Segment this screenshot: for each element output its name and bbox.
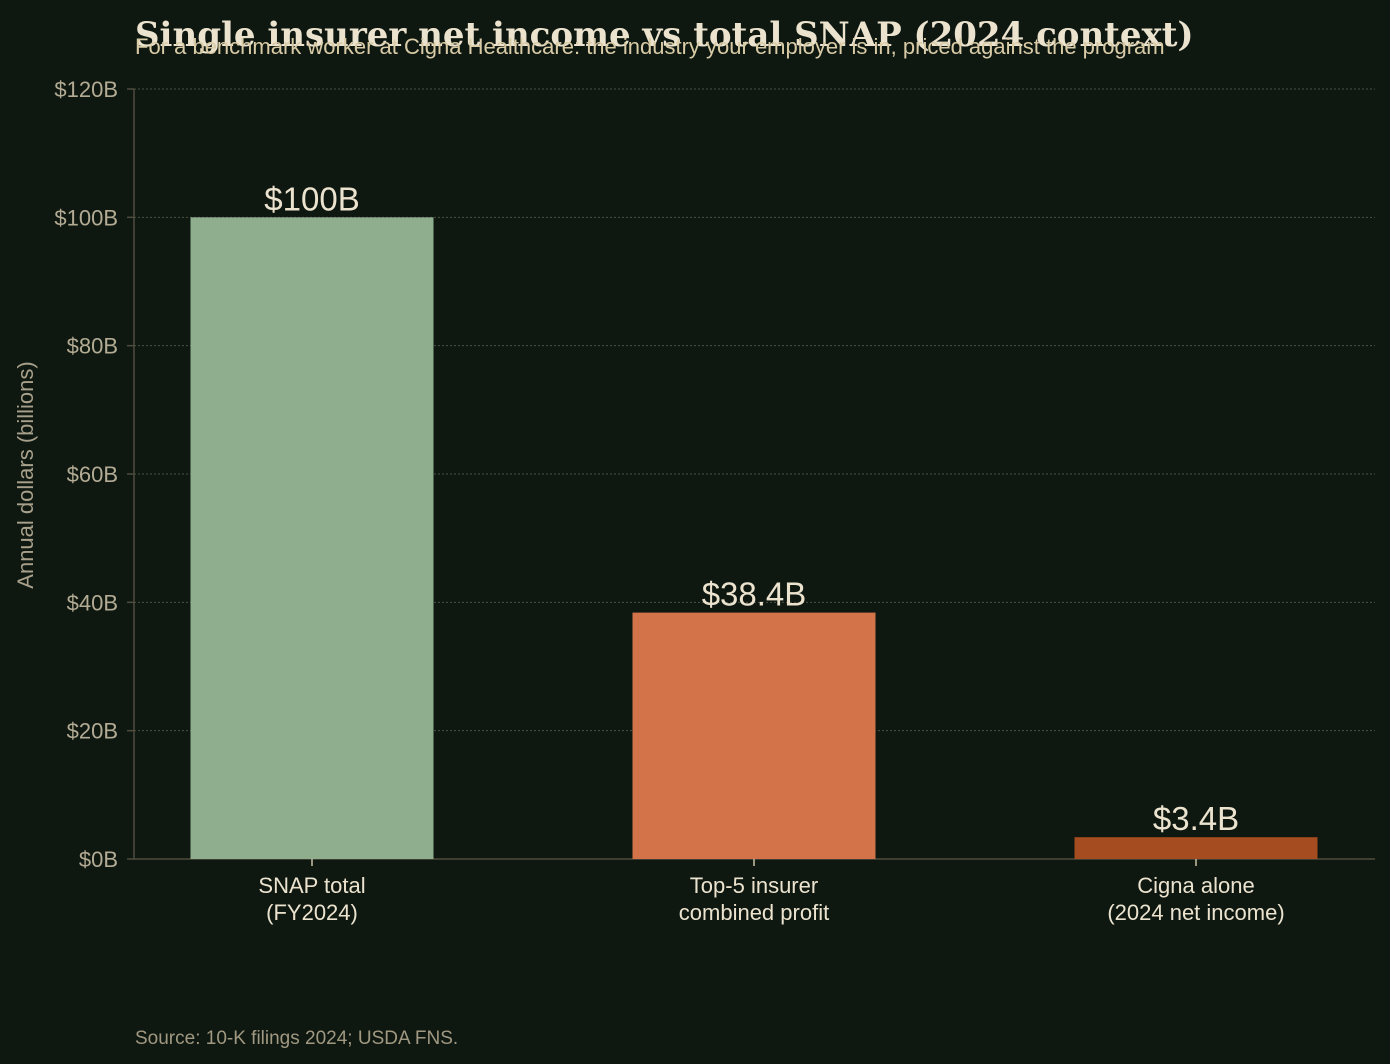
x-category-label-line: (FY2024) bbox=[266, 900, 358, 925]
x-category-label-line: (2024 net income) bbox=[1107, 900, 1284, 925]
bar-value-label: $100B bbox=[264, 180, 359, 217]
x-category-label: SNAP total (FY2024) bbox=[258, 873, 365, 925]
y-tick-label: $40B bbox=[67, 590, 118, 615]
bar-value-label: $3.4B bbox=[1153, 800, 1239, 837]
bar bbox=[632, 612, 876, 859]
y-axis-ticks: $0B $20B $40B $60B $80B $100B $120B bbox=[54, 77, 134, 872]
y-tick-label: $0B bbox=[79, 847, 118, 872]
y-tick-label: $20B bbox=[67, 719, 118, 744]
chart-title: Single insurer net income vs total SNAP … bbox=[135, 15, 1194, 55]
value-labels: $100B $38.4B $3.4B bbox=[264, 180, 1239, 837]
x-category-label-line: Top-5 insurer bbox=[690, 873, 818, 898]
x-category-label-line: Cigna alone bbox=[1137, 873, 1254, 898]
x-category-label-line: SNAP total bbox=[258, 873, 365, 898]
y-tick-label: $120B bbox=[54, 77, 118, 102]
category-labels: SNAP total (FY2024) Top-5 insurer combined … bbox=[258, 873, 1284, 925]
x-category-label: Cigna alone (2024 net income) bbox=[1107, 873, 1284, 925]
bar-value-label: $38.4B bbox=[702, 576, 807, 613]
x-category-label: Top-5 insurer combined profit bbox=[679, 873, 829, 925]
y-tick-label: $80B bbox=[67, 334, 118, 359]
y-tick-label: $60B bbox=[67, 462, 118, 487]
x-category-label-line: combined profit bbox=[679, 900, 829, 925]
y-axis-title: Annual dollars (billions) bbox=[13, 361, 38, 588]
chart-subtitle: For a benchmark worker at Cigna Healthca… bbox=[135, 34, 1165, 59]
bar bbox=[1074, 837, 1318, 859]
bar bbox=[190, 217, 434, 860]
bars bbox=[190, 217, 1318, 860]
source-note: Source: 10-K filings 2024; USDA FNS. bbox=[135, 1028, 458, 1049]
y-tick-label: $100B bbox=[54, 205, 118, 230]
